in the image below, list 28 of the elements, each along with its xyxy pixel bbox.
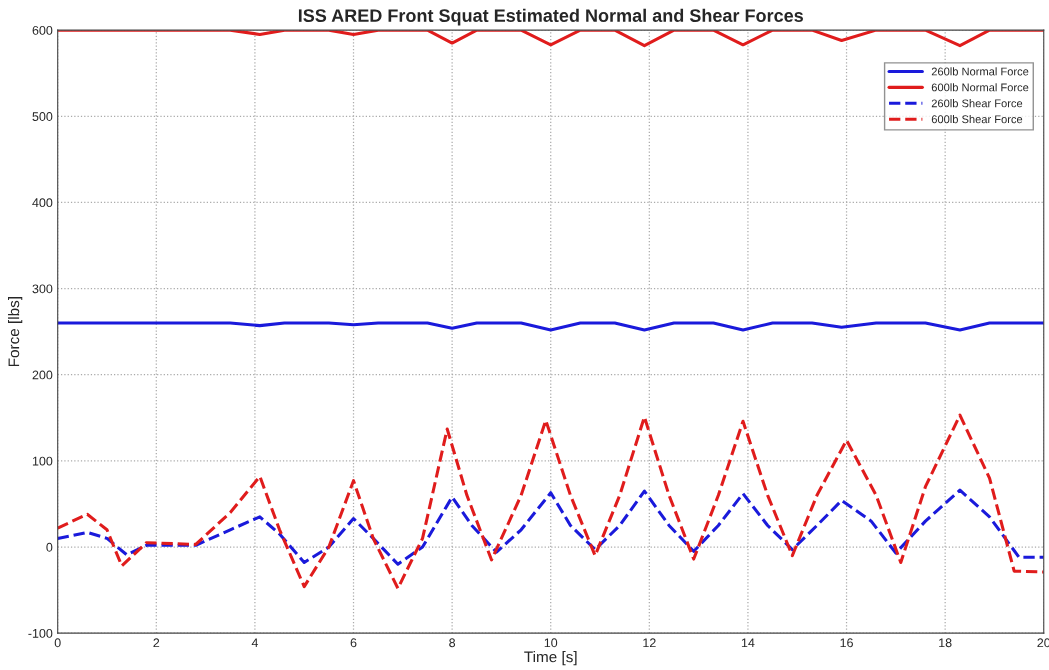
legend-label: 600lb Shear Force (931, 115, 1023, 124)
y-tick-label: 100 (32, 456, 53, 466)
legend-label: 600lb Normal Force (931, 83, 1029, 92)
y-tick-label: 0 (46, 542, 53, 552)
x-tick-label: 4 (251, 638, 259, 648)
x-tick-label: 8 (449, 638, 456, 648)
line-series (57, 413, 1044, 590)
y-tick-label: 300 (32, 284, 53, 294)
y-tick-label: -100 (28, 628, 53, 638)
x-axis-title: Time [s] (524, 651, 577, 666)
x-tick-label: 16 (840, 638, 853, 648)
y-tick-label: 400 (32, 198, 53, 208)
y-tick-label: 500 (32, 112, 53, 121)
x-tick-label: 6 (350, 638, 357, 648)
y-axis-title: Force [lbs] (8, 297, 23, 367)
y-tick-label: 600 (32, 25, 53, 35)
line-series (57, 321, 1044, 332)
x-tick-label: 12 (643, 638, 656, 648)
chart-title: ISS ARED Front Squat Estimated Normal and Shear Forces (298, 8, 803, 26)
legend-label: 260lb Normal Force (931, 67, 1029, 76)
x-tick-label: 10 (544, 638, 558, 648)
legend-label: 260lb Shear Force (931, 99, 1023, 108)
y-tick-label: 200 (32, 370, 53, 380)
x-tick-label: 14 (741, 638, 755, 648)
x-tick-label: 2 (153, 638, 160, 648)
x-tick-label: 18 (939, 638, 952, 648)
line-series (57, 488, 1044, 566)
x-tick-label: 0 (54, 638, 61, 648)
